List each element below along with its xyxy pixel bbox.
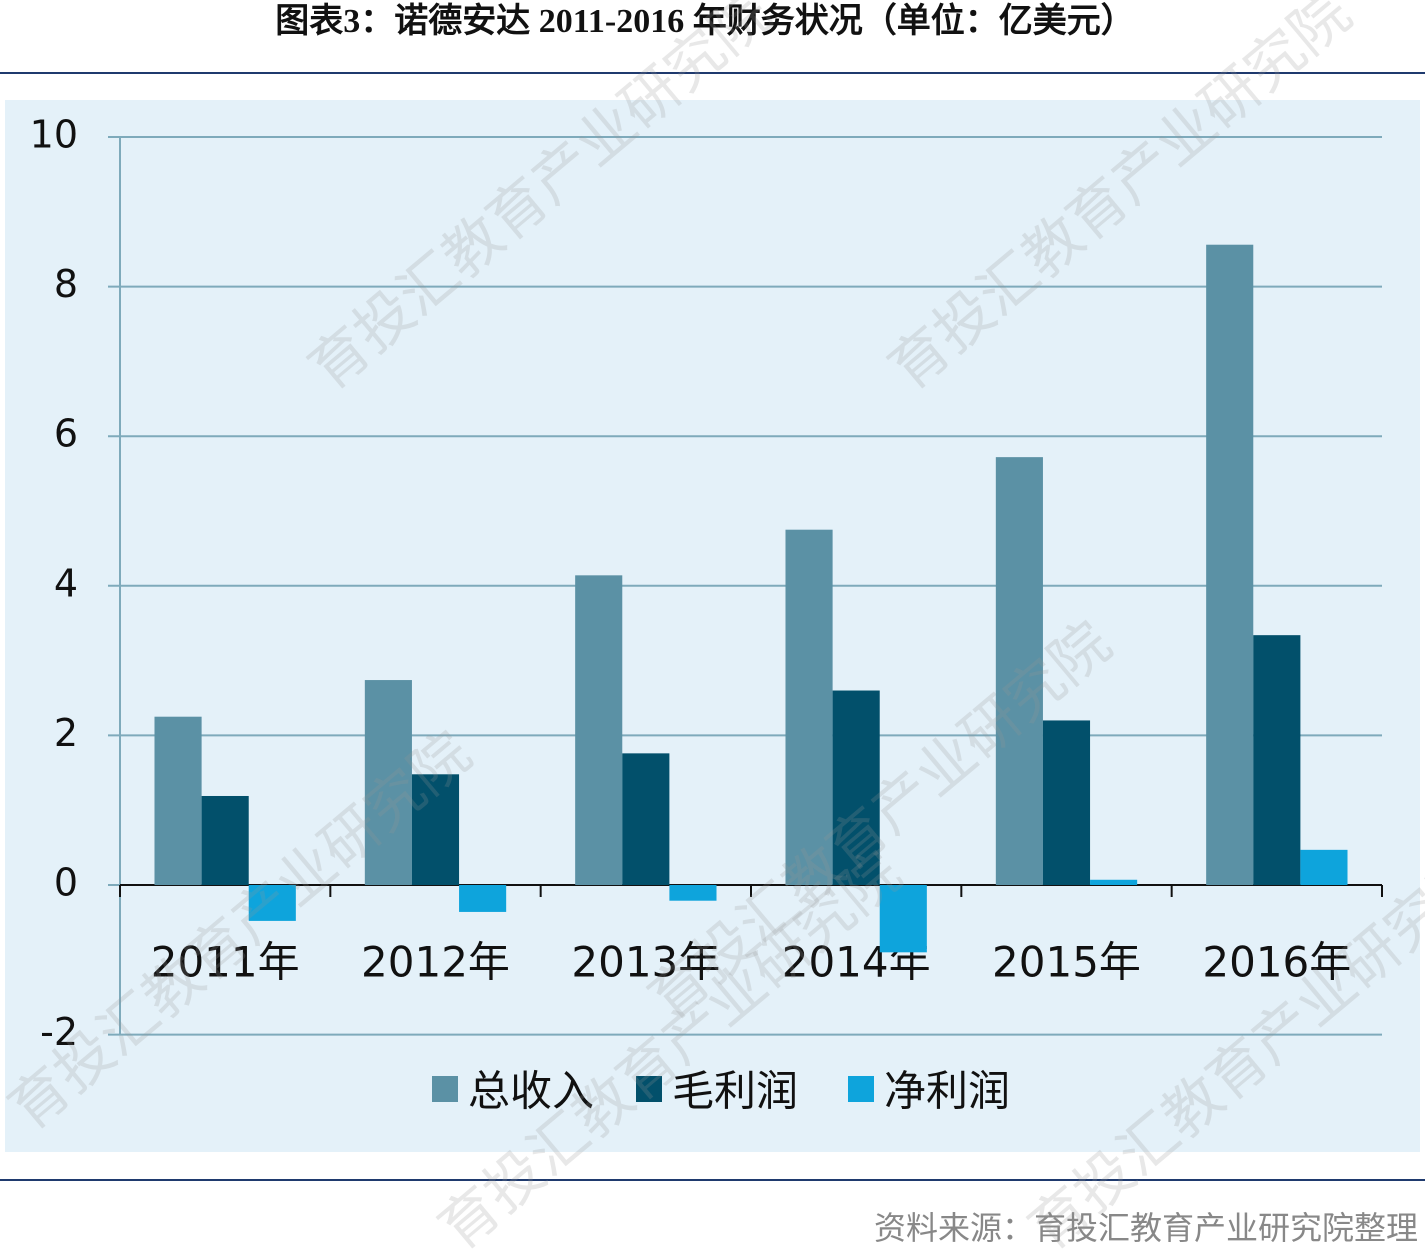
y-tick-label: 2 bbox=[54, 711, 78, 755]
legend-swatch bbox=[848, 1076, 874, 1102]
legend-swatch bbox=[432, 1076, 458, 1102]
bar bbox=[459, 885, 507, 912]
bar bbox=[411, 774, 460, 885]
y-tick-label: 0 bbox=[54, 861, 78, 905]
bar bbox=[1206, 244, 1254, 885]
bar bbox=[785, 529, 833, 885]
bar bbox=[201, 795, 249, 885]
bar bbox=[248, 885, 296, 921]
bar bbox=[832, 690, 880, 885]
y-tick-label: 10 bbox=[30, 113, 78, 157]
y-tick-label: 6 bbox=[54, 412, 78, 456]
x-tick-label: 2015年 bbox=[992, 938, 1141, 987]
y-tick-label: 8 bbox=[54, 262, 78, 306]
source: 资料来源：育投汇教育产业研究院整理 bbox=[874, 1209, 1418, 1247]
bar bbox=[154, 716, 202, 885]
legend-label: 净利润 bbox=[884, 1067, 1010, 1116]
legend-label: 总收入 bbox=[468, 1067, 594, 1116]
bar bbox=[1253, 635, 1301, 885]
y-tick-label: -2 bbox=[40, 1010, 78, 1054]
bar bbox=[1090, 879, 1138, 885]
x-tick-label: 2016年 bbox=[1202, 938, 1351, 987]
bar bbox=[622, 753, 670, 885]
bar bbox=[669, 885, 717, 901]
y-tick-label: 4 bbox=[54, 561, 78, 605]
bar bbox=[879, 885, 927, 953]
legend-swatch bbox=[636, 1076, 662, 1102]
chart-title: 图表3：诺德安达 2011-2016 年财务状况（单位：亿美元） bbox=[275, 1, 1134, 40]
legend-label: 毛利润 bbox=[672, 1067, 798, 1116]
x-tick-label: 2013年 bbox=[571, 938, 720, 987]
x-tick-label: 2012年 bbox=[361, 938, 510, 987]
bar bbox=[995, 457, 1043, 885]
x-tick-label: 2011年 bbox=[151, 938, 300, 987]
bar bbox=[1042, 720, 1091, 885]
bar bbox=[364, 680, 412, 885]
plot-background bbox=[5, 100, 1420, 1152]
bar bbox=[1300, 849, 1348, 885]
bar bbox=[575, 575, 623, 885]
